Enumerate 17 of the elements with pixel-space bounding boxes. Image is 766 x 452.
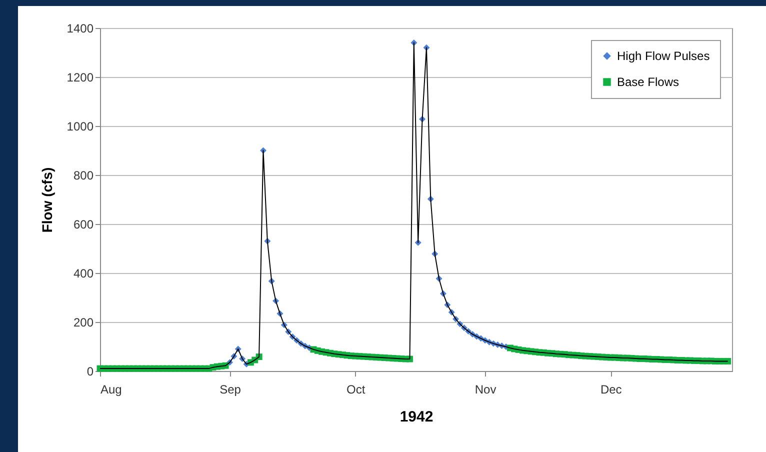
y-tick-label: 1400 xyxy=(66,22,94,36)
x-tick-label: Nov xyxy=(474,382,496,396)
x-tick-label: Sep xyxy=(220,382,242,396)
y-tick-label: 0 xyxy=(86,364,94,378)
y-tick-label: 1000 xyxy=(66,120,94,134)
x-tick-label: Oct xyxy=(346,382,366,396)
x-tick-label: Aug xyxy=(100,382,122,396)
x-tick-label: Dec xyxy=(600,382,622,396)
y-tick-label: 200 xyxy=(73,316,94,330)
y-tick-label: 400 xyxy=(73,266,94,280)
legend-label: Base Flows xyxy=(617,75,680,89)
x-axis-title: 1942 xyxy=(400,408,434,426)
y-tick-label: 600 xyxy=(73,218,94,232)
legend-label: High Flow Pulses xyxy=(617,49,710,63)
y-tick-label: 800 xyxy=(73,168,94,182)
y-tick-label: 1200 xyxy=(66,70,94,84)
y-axis-title: Flow (cfs) xyxy=(38,167,55,233)
